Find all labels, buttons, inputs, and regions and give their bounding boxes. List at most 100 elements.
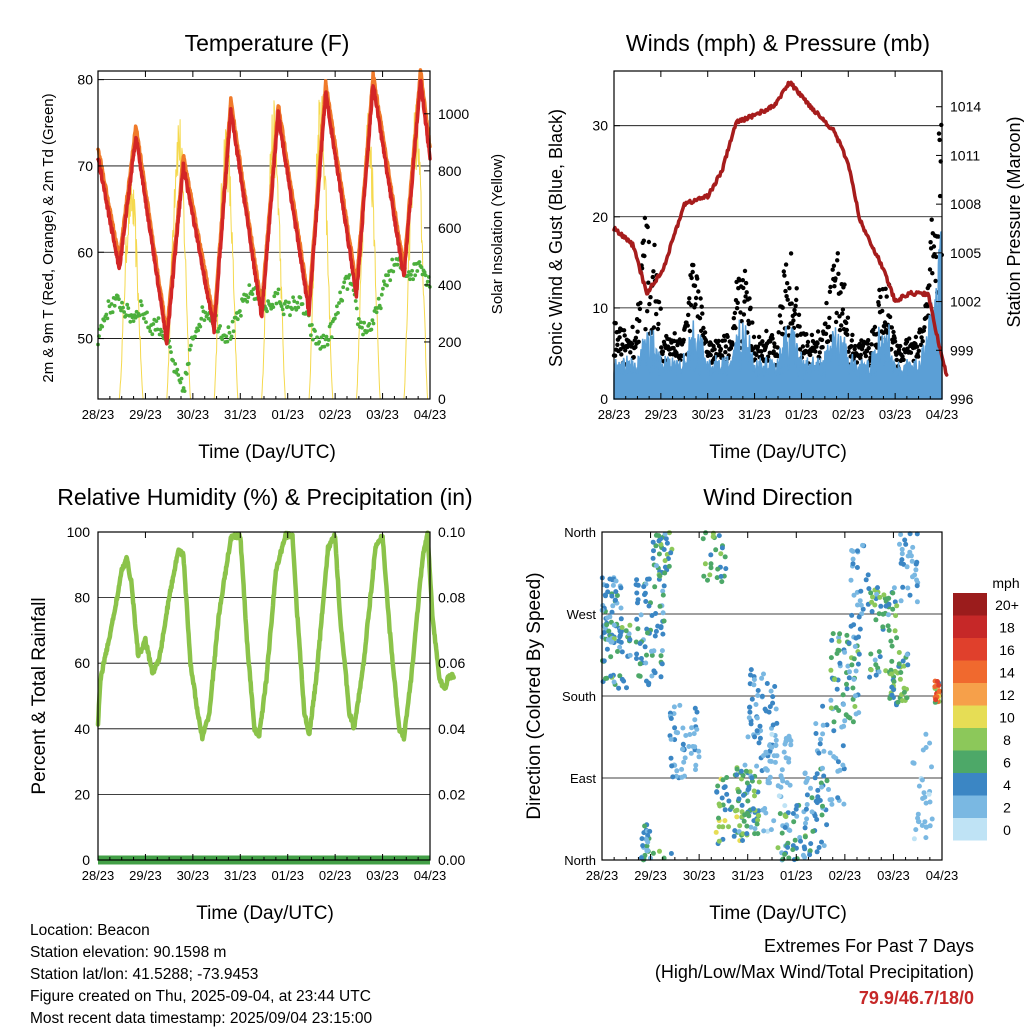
- direction-point: [847, 669, 852, 675]
- direction-point: [751, 818, 757, 824]
- direction-point: [831, 719, 837, 725]
- gust-point: [896, 347, 902, 352]
- gust-point: [832, 284, 837, 289]
- direction-point: [765, 777, 771, 783]
- dewpoint-point: [113, 297, 118, 301]
- direction-point: [660, 610, 666, 616]
- direction-point: [756, 740, 762, 746]
- direction-point: [644, 626, 650, 632]
- direction-point: [891, 687, 897, 693]
- gust-point: [857, 341, 862, 347]
- wind-direction-x-tick-label: 03/23: [877, 868, 910, 883]
- direction-point: [680, 725, 686, 731]
- direction-point: [927, 823, 933, 829]
- dewpoint-point: [382, 279, 386, 284]
- direction-point: [848, 577, 854, 583]
- dewpoint-point: [155, 327, 160, 332]
- gust-point: [866, 338, 871, 343]
- direction-point: [759, 693, 765, 699]
- pressure-line: [612, 80, 949, 377]
- gust-point: [636, 339, 641, 344]
- direction-point: [831, 754, 837, 760]
- gust-point: [615, 342, 620, 347]
- direction-point: [877, 654, 883, 660]
- direction-point: [905, 662, 911, 668]
- direction-point: [828, 705, 834, 711]
- dewpoint-point: [409, 273, 413, 277]
- direction-point: [640, 843, 646, 849]
- colorbar-label: 14: [999, 665, 1015, 681]
- direction-point: [814, 771, 820, 777]
- humidity-x-tick-label: 02/23: [319, 868, 352, 883]
- direction-point: [752, 826, 758, 832]
- direction-point: [749, 775, 755, 781]
- direction-point: [803, 780, 809, 785]
- direction-point: [802, 834, 808, 840]
- gust-point: [936, 131, 942, 136]
- direction-point: [734, 766, 740, 772]
- direction-point: [853, 668, 859, 674]
- direction-point: [829, 801, 835, 807]
- dewpoint-point: [227, 330, 232, 335]
- winds-x-tick-label: 01/23: [785, 407, 818, 422]
- gust-point: [646, 280, 651, 285]
- direction-point: [660, 592, 666, 598]
- direction-point: [898, 560, 904, 566]
- direction-point: [911, 760, 917, 766]
- dewpoint-point: [202, 318, 207, 322]
- humidity-x-tick-label: 01/23: [271, 868, 304, 883]
- dewpoint-point: [313, 329, 317, 333]
- direction-point: [661, 618, 667, 624]
- direction-point: [716, 815, 721, 821]
- direction-point: [724, 791, 730, 797]
- dewpoint-point: [266, 299, 270, 303]
- direction-point: [762, 766, 768, 772]
- direction-point: [851, 676, 857, 682]
- direction-point: [895, 699, 901, 705]
- gust-point: [744, 290, 749, 295]
- direction-point: [898, 670, 904, 675]
- direction-point: [934, 679, 940, 684]
- direction-point: [832, 677, 838, 682]
- dewpoint-point: [198, 324, 203, 329]
- direction-point: [715, 566, 721, 572]
- direction-point: [808, 785, 813, 791]
- direction-point: [783, 755, 789, 761]
- gust-point: [630, 324, 635, 330]
- direction-point: [755, 817, 761, 823]
- gust-point: [693, 295, 699, 301]
- extremes-subtitle: (High/Low/Max Wind/Total Precipitation): [654, 962, 974, 982]
- direction-point: [652, 633, 658, 639]
- direction-point: [627, 652, 633, 658]
- dewpoint-point: [354, 306, 359, 311]
- direction-point: [669, 763, 675, 769]
- gust-point: [642, 253, 647, 259]
- direction-point: [656, 551, 662, 557]
- direction-point: [820, 703, 826, 709]
- direction-series: [599, 530, 942, 863]
- direction-point: [743, 768, 749, 774]
- direction-point: [867, 674, 873, 680]
- direction-point: [751, 677, 757, 683]
- direction-point: [657, 573, 663, 579]
- wind-direction-x-tick-label: 04/23: [926, 868, 959, 883]
- direction-point: [839, 724, 845, 730]
- direction-point: [605, 637, 611, 643]
- direction-point: [691, 731, 697, 737]
- direction-point: [779, 767, 785, 773]
- gust-point: [723, 344, 729, 349]
- direction-point: [653, 543, 659, 549]
- direction-point: [770, 700, 776, 706]
- direction-point: [679, 766, 685, 772]
- gust-point: [937, 193, 943, 199]
- direction-point: [609, 639, 615, 645]
- gust-series: [611, 122, 944, 371]
- direction-point: [766, 709, 772, 715]
- solar-y-tick-label: 800: [438, 163, 462, 179]
- direction-point: [747, 709, 753, 715]
- direction-point: [782, 825, 788, 830]
- direction-point: [893, 613, 899, 619]
- colorbar-label: 6: [1003, 755, 1011, 771]
- humidity-x-tick-label: 30/23: [177, 868, 210, 883]
- gust-point: [658, 306, 663, 311]
